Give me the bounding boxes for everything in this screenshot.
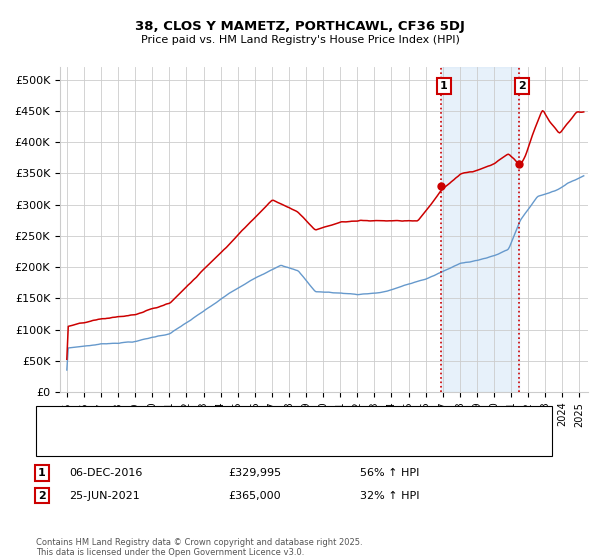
Text: HPI: Average price, detached house, Bridgend: HPI: Average price, detached house, Brid… [72,440,312,450]
Bar [442,67,520,392]
Text: £365,000: £365,000 [228,491,281,501]
Text: 38, CLOS Y MAMETZ, PORTHCAWL, CF36 5DJ (detached house): 38, CLOS Y MAMETZ, PORTHCAWL, CF36 5DJ (… [72,412,397,422]
Text: 38, CLOS Y MAMETZ, PORTHCAWL, CF36 5DJ: 38, CLOS Y MAMETZ, PORTHCAWL, CF36 5DJ [135,20,465,32]
Text: £329,995: £329,995 [228,468,281,478]
Text: 2: 2 [518,81,526,91]
Text: 2: 2 [38,491,46,501]
Text: 32% ↑ HPI: 32% ↑ HPI [360,491,419,501]
Text: 06-DEC-2016: 06-DEC-2016 [69,468,142,478]
Text: 1: 1 [38,468,46,478]
Text: 1: 1 [440,81,448,91]
Text: 25-JUN-2021: 25-JUN-2021 [69,491,140,501]
Text: 56% ↑ HPI: 56% ↑ HPI [360,468,419,478]
Text: Price paid vs. HM Land Registry's House Price Index (HPI): Price paid vs. HM Land Registry's House … [140,35,460,45]
Text: Contains HM Land Registry data © Crown copyright and database right 2025.
This d: Contains HM Land Registry data © Crown c… [36,538,362,557]
